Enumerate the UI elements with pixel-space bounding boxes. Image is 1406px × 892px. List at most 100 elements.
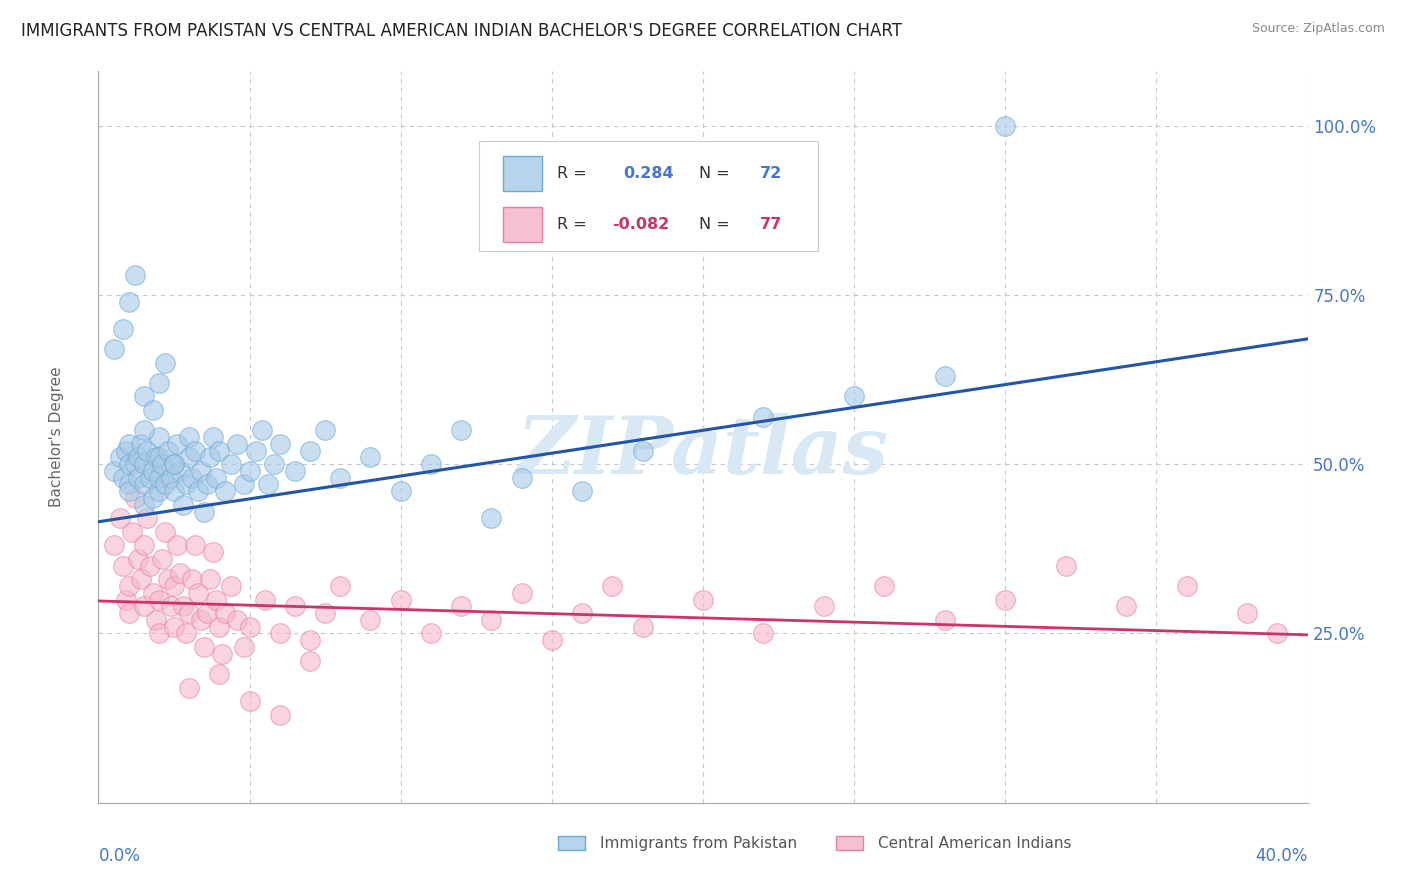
Point bbox=[193, 640, 215, 654]
Point bbox=[135, 443, 157, 458]
Point bbox=[179, 681, 201, 695]
Point bbox=[631, 620, 654, 634]
Point bbox=[450, 599, 472, 614]
Point bbox=[127, 552, 149, 566]
Point bbox=[1115, 599, 1137, 614]
Point bbox=[179, 430, 201, 444]
Point bbox=[205, 592, 228, 607]
Point bbox=[994, 119, 1017, 133]
FancyBboxPatch shape bbox=[503, 155, 543, 191]
Point bbox=[481, 511, 503, 525]
Point bbox=[269, 626, 291, 640]
Point bbox=[181, 572, 204, 586]
Point bbox=[124, 491, 146, 505]
Point bbox=[1054, 558, 1077, 573]
Point bbox=[118, 484, 141, 499]
Point bbox=[148, 450, 170, 465]
Point bbox=[214, 484, 236, 499]
Point bbox=[211, 647, 233, 661]
Point bbox=[263, 457, 285, 471]
Point bbox=[205, 471, 228, 485]
Point bbox=[314, 606, 336, 620]
Point bbox=[360, 613, 382, 627]
Point bbox=[103, 464, 125, 478]
Point bbox=[148, 430, 170, 444]
Point bbox=[132, 498, 155, 512]
Point bbox=[232, 640, 254, 654]
Point bbox=[132, 477, 155, 491]
Point bbox=[202, 545, 225, 559]
Point bbox=[132, 457, 155, 471]
Point bbox=[163, 457, 186, 471]
Point bbox=[994, 592, 1017, 607]
Point bbox=[299, 654, 322, 668]
Point bbox=[226, 613, 249, 627]
Point bbox=[510, 586, 533, 600]
Point bbox=[132, 423, 155, 437]
Text: 40.0%: 40.0% bbox=[1256, 847, 1308, 864]
Point bbox=[163, 457, 186, 471]
Point bbox=[148, 626, 170, 640]
Point bbox=[163, 579, 186, 593]
Text: 72: 72 bbox=[759, 166, 782, 181]
Point bbox=[450, 423, 472, 437]
Text: Central American Indians: Central American Indians bbox=[879, 836, 1071, 851]
Point bbox=[934, 613, 956, 627]
Point bbox=[187, 484, 209, 499]
Point bbox=[202, 430, 225, 444]
Text: Bachelor's Degree: Bachelor's Degree bbox=[49, 367, 63, 508]
Point bbox=[389, 484, 412, 499]
Point bbox=[148, 376, 170, 390]
Point bbox=[121, 524, 143, 539]
Text: R =: R = bbox=[557, 217, 592, 232]
Point bbox=[166, 437, 188, 451]
Point bbox=[752, 626, 775, 640]
Point bbox=[132, 599, 155, 614]
Point bbox=[169, 464, 191, 478]
Point bbox=[389, 592, 412, 607]
Point bbox=[239, 620, 262, 634]
Point bbox=[153, 477, 176, 491]
Point bbox=[139, 558, 162, 573]
Point bbox=[813, 599, 835, 614]
Point bbox=[124, 457, 146, 471]
Point bbox=[195, 606, 218, 620]
FancyBboxPatch shape bbox=[479, 141, 818, 251]
Point bbox=[145, 450, 167, 465]
Point bbox=[1175, 579, 1198, 593]
Point bbox=[156, 572, 179, 586]
Point bbox=[184, 443, 207, 458]
Point bbox=[873, 579, 896, 593]
Point bbox=[142, 403, 165, 417]
Point bbox=[190, 464, 212, 478]
Point bbox=[132, 389, 155, 403]
Point bbox=[127, 471, 149, 485]
Point bbox=[118, 579, 141, 593]
Point bbox=[108, 450, 131, 465]
Point bbox=[692, 592, 714, 607]
Point bbox=[148, 484, 170, 499]
Point bbox=[135, 511, 157, 525]
Point bbox=[1236, 606, 1258, 620]
Point bbox=[169, 566, 191, 580]
Point bbox=[150, 457, 173, 471]
Text: N =: N = bbox=[699, 217, 735, 232]
Point bbox=[118, 437, 141, 451]
Point bbox=[1267, 626, 1289, 640]
Point bbox=[284, 599, 307, 614]
Point bbox=[226, 437, 249, 451]
Point bbox=[187, 586, 209, 600]
Point bbox=[420, 457, 443, 471]
Point bbox=[163, 484, 186, 499]
Point bbox=[148, 471, 170, 485]
Point bbox=[284, 464, 307, 478]
Point bbox=[256, 477, 278, 491]
Text: N =: N = bbox=[699, 166, 735, 181]
Point bbox=[114, 443, 136, 458]
Point bbox=[179, 450, 201, 465]
Point bbox=[571, 484, 593, 499]
Point bbox=[111, 558, 134, 573]
Text: 77: 77 bbox=[759, 217, 782, 232]
Point bbox=[299, 443, 322, 458]
Point bbox=[160, 471, 183, 485]
